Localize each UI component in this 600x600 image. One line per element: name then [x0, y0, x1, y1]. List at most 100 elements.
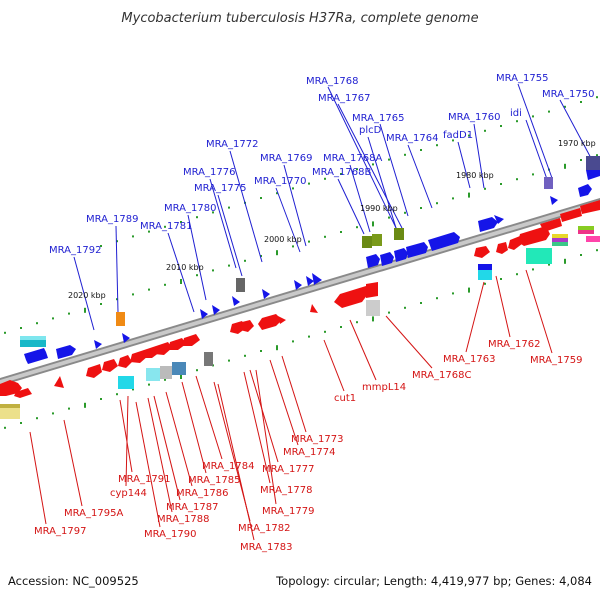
gene-feature[interactable]: [496, 242, 508, 254]
gene-label-mra-1759[interactable]: MRA_1759: [530, 355, 582, 366]
gene-label-mmpl14[interactable]: mmpL14: [362, 382, 406, 393]
gene-feature[interactable]: [102, 359, 118, 372]
gene-feature[interactable]: [580, 200, 600, 214]
gene-label-mra-1789[interactable]: MRA_1789: [86, 214, 138, 225]
gene-feature[interactable]: [14, 388, 32, 398]
gene-label-mra-1769[interactable]: MRA_1769: [260, 153, 312, 164]
gene-feature[interactable]: [478, 270, 492, 280]
gene-feature[interactable]: [372, 234, 382, 246]
gene-feature[interactable]: [366, 300, 380, 316]
gene-label-cyp144[interactable]: cyp144: [110, 488, 147, 499]
gene-label-mra-1787[interactable]: MRA_1787: [166, 502, 218, 513]
gene-label-mra-1785[interactable]: MRA_1785: [188, 475, 240, 486]
gene-feature[interactable]: [212, 305, 220, 315]
gene-feature[interactable]: [310, 304, 318, 313]
gene-label-mra-1777[interactable]: MRA_1777: [262, 464, 314, 475]
gene-feature[interactable]: [204, 352, 213, 366]
gene-feature[interactable]: [526, 248, 552, 264]
gene-label-idi[interactable]: idi: [510, 108, 522, 119]
gene-feature[interactable]: [380, 252, 394, 266]
gene-label-mra-1795a[interactable]: MRA_1795A: [64, 508, 123, 519]
gene-feature[interactable]: [578, 184, 592, 197]
gene-label-mra-1768c[interactable]: MRA_1768C: [412, 370, 471, 381]
gene-feature[interactable]: [20, 336, 46, 347]
gene-label-mra-1792[interactable]: MRA_1792: [49, 245, 101, 256]
gene-feature[interactable]: [54, 376, 64, 388]
gene-feature[interactable]: [278, 316, 286, 324]
gene-feature[interactable]: [56, 345, 76, 359]
gene-feature[interactable]: [294, 280, 302, 290]
gene-label-mra-1790[interactable]: MRA_1790: [144, 529, 196, 540]
gene-feature[interactable]: [586, 156, 600, 170]
gene-feature[interactable]: [552, 238, 568, 242]
gene-feature[interactable]: [560, 208, 582, 222]
gene-feature[interactable]: [86, 364, 102, 378]
gene-label-mra-1788[interactable]: MRA_1788: [157, 514, 209, 525]
gene-feature[interactable]: [394, 248, 408, 262]
gene-label-mra-1768[interactable]: MRA_1768: [306, 76, 358, 87]
gene-feature[interactable]: [200, 309, 208, 319]
gene-feature[interactable]: [478, 264, 492, 270]
gene-feature[interactable]: [146, 368, 160, 381]
gene-label-mra-1775[interactable]: MRA_1775: [194, 183, 246, 194]
gene-label-mra-1776[interactable]: MRA_1776: [183, 167, 235, 178]
gene-label-mra-1791[interactable]: MRA_1791: [118, 474, 170, 485]
gene-label-mra-1779[interactable]: MRA_1779: [262, 506, 314, 517]
gene-feature[interactable]: [552, 234, 568, 238]
gene-feature[interactable]: [334, 286, 368, 308]
gene-label-mra-1763[interactable]: MRA_1763: [443, 354, 495, 365]
gene-feature[interactable]: [306, 276, 314, 286]
gene-feature[interactable]: [586, 236, 600, 242]
gene-feature[interactable]: [0, 404, 20, 408]
gene-feature[interactable]: [172, 362, 186, 375]
gene-feature[interactable]: [508, 236, 522, 250]
gene-feature[interactable]: [258, 314, 282, 330]
gene-feature[interactable]: [428, 232, 460, 251]
gene-label-mra-1768a[interactable]: MRA_1768A: [323, 153, 382, 164]
gene-label-mra-1797[interactable]: MRA_1797: [34, 526, 86, 537]
gene-label-mra-1765[interactable]: MRA_1765: [352, 113, 404, 124]
gene-feature[interactable]: [578, 230, 594, 234]
gene-label-mra-1786[interactable]: MRA_1786: [176, 488, 228, 499]
gene-feature[interactable]: [550, 196, 558, 205]
gene-label-mra-1755[interactable]: MRA_1755: [496, 73, 548, 84]
gene-feature[interactable]: [366, 282, 378, 298]
gene-label-mra-1764[interactable]: MRA_1764: [386, 133, 438, 144]
gene-feature[interactable]: [232, 296, 240, 306]
gene-feature[interactable]: [118, 376, 134, 389]
gene-feature[interactable]: [24, 348, 48, 364]
gene-label-cut1[interactable]: cut1: [334, 393, 356, 404]
gene-feature[interactable]: [540, 218, 562, 232]
gene-label-mra-1780[interactable]: MRA_1780: [164, 203, 216, 214]
gene-feature[interactable]: [362, 236, 372, 248]
gene-feature[interactable]: [544, 177, 553, 189]
gene-label-mra-1778[interactable]: MRA_1778: [260, 485, 312, 496]
gene-feature[interactable]: [366, 254, 380, 268]
gene-label-mra-1772[interactable]: MRA_1772: [206, 139, 258, 150]
gene-feature[interactable]: [168, 338, 186, 350]
gene-label-mra-1783[interactable]: MRA_1783: [240, 542, 292, 553]
gene-feature[interactable]: [160, 366, 172, 379]
gene-feature[interactable]: [182, 334, 200, 346]
gene-feature[interactable]: [394, 228, 404, 240]
gene-feature[interactable]: [94, 340, 102, 349]
gene-label-mra-1781[interactable]: MRA_1781: [140, 221, 192, 232]
gene-label-mra-1760[interactable]: MRA_1760: [448, 112, 500, 123]
gene-label-mra-1767[interactable]: MRA_1767: [318, 93, 370, 104]
gene-feature[interactable]: [240, 320, 254, 332]
gene-feature[interactable]: [518, 226, 550, 246]
gene-feature[interactable]: [118, 355, 132, 368]
gene-feature[interactable]: [154, 342, 172, 355]
gene-feature[interactable]: [578, 226, 594, 230]
gene-feature[interactable]: [478, 217, 498, 232]
gene-label-mra-1774[interactable]: MRA_1774: [283, 447, 335, 458]
gene-label-mra-1762[interactable]: MRA_1762: [488, 339, 540, 350]
gene-label-fadd1[interactable]: fadD1: [443, 130, 473, 141]
gene-feature[interactable]: [20, 336, 46, 340]
gene-feature[interactable]: [236, 278, 245, 292]
gene-label-mra-1750[interactable]: MRA_1750: [542, 89, 594, 100]
gene-feature[interactable]: [312, 273, 322, 285]
gene-feature[interactable]: [262, 289, 270, 299]
gene-label-mra-1768b[interactable]: MRA_1768B: [312, 167, 371, 178]
gene-feature[interactable]: [116, 312, 125, 326]
